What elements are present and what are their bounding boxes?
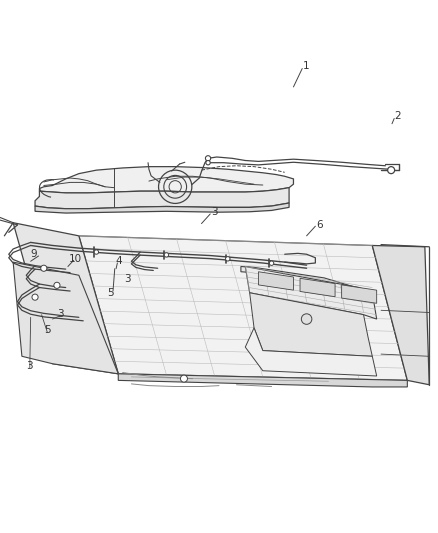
Circle shape [269,261,274,265]
Polygon shape [245,266,377,319]
Polygon shape [250,293,372,356]
Text: 3: 3 [26,361,33,372]
Text: 10: 10 [69,254,82,264]
Text: 3: 3 [211,207,218,217]
Polygon shape [79,236,407,381]
Circle shape [180,375,187,382]
Polygon shape [35,203,289,213]
Circle shape [41,265,47,271]
Polygon shape [118,374,407,387]
Polygon shape [258,272,293,290]
Polygon shape [13,223,118,374]
Circle shape [94,250,99,254]
Circle shape [164,253,169,257]
Circle shape [32,294,38,300]
Circle shape [54,282,60,288]
Circle shape [301,314,312,324]
Text: 2: 2 [394,111,401,122]
Text: 6: 6 [316,220,323,230]
Text: 9: 9 [31,249,38,259]
Polygon shape [372,246,429,385]
Text: 3: 3 [124,274,131,284]
Circle shape [226,257,230,261]
Text: 3: 3 [57,309,64,319]
Polygon shape [342,285,377,303]
Text: 4: 4 [115,256,122,266]
Circle shape [388,167,395,174]
Polygon shape [241,266,372,297]
Polygon shape [39,167,293,193]
Polygon shape [245,328,377,376]
Text: 1: 1 [303,61,310,71]
Circle shape [206,160,210,165]
Polygon shape [13,262,118,374]
Polygon shape [300,278,335,297]
Text: 5: 5 [44,326,51,335]
Text: 5: 5 [107,288,114,298]
Circle shape [205,156,211,161]
Polygon shape [35,188,289,209]
